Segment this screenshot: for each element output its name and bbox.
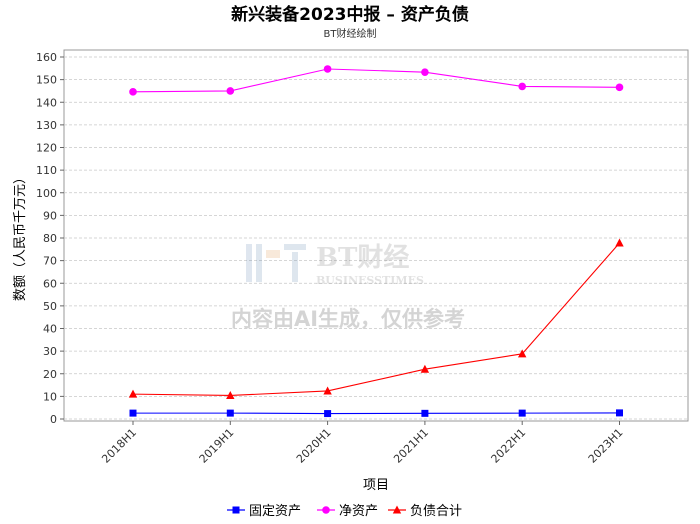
y-tick-label: 0	[50, 413, 57, 426]
watermark-logo-bar-2	[256, 244, 262, 282]
watermark-logo-bar-5	[292, 252, 298, 282]
x-tick-label: 2018H1	[99, 426, 139, 466]
series-line	[132, 242, 620, 397]
legend: 固定资产 净资产 负债合计	[227, 504, 462, 519]
watermark: BT财经 BUSINESSTIMES	[246, 242, 424, 287]
data-point	[129, 409, 137, 417]
data-point	[518, 349, 527, 358]
series-0	[129, 409, 623, 418]
legend-item-1: 净资产	[317, 504, 378, 519]
data-point	[518, 409, 526, 417]
series-line	[132, 68, 620, 93]
legend-item-0: 固定资产	[227, 504, 301, 519]
data-point	[323, 65, 332, 73]
y-tick-label: 110	[36, 164, 57, 177]
data-point	[615, 83, 624, 92]
data-point	[421, 409, 429, 417]
data-point	[420, 364, 430, 373]
y-tick-label: 90	[43, 209, 57, 222]
data-point	[226, 390, 235, 399]
y-tick-label: 150	[36, 74, 57, 87]
legend-label: 净资产	[339, 504, 378, 519]
watermark-logo-bar-3	[266, 250, 280, 258]
y-tick-label: 120	[36, 142, 57, 155]
data-point	[128, 389, 138, 398]
watermark-logo-bar-4	[284, 244, 306, 250]
data-point	[615, 238, 624, 247]
legend-marker	[322, 506, 330, 514]
legend-label: 负债合计	[410, 504, 462, 519]
plot-area	[63, 49, 689, 422]
watermark-logo-bar-1	[246, 244, 252, 282]
legend-item-2: 负债合计	[388, 504, 462, 519]
y-axis-label: 数额（人民币千万元）	[13, 171, 28, 301]
watermark-brand: BT财经	[316, 242, 409, 273]
legend-marker	[392, 505, 402, 514]
series	[128, 65, 624, 418]
data-point	[226, 87, 235, 95]
x-axis: 2018H1 2019H1 2020H1 2021H1 2022H1 2023H1	[99, 421, 626, 466]
data-point	[323, 386, 332, 395]
chart-title: 新兴装备2023中报 – 资产负债	[231, 4, 469, 25]
y-tick-label: 140	[36, 96, 57, 109]
legend-label: 固定资产	[249, 504, 301, 519]
x-axis-label: 项目	[363, 478, 389, 493]
watermark-brand-en: BUSINESSTIMES	[316, 274, 424, 287]
y-tick-label: 60	[43, 277, 57, 290]
x-tick-label: 2020H1	[294, 426, 334, 466]
y-axis: 0 10 20 30 40 50 60 70 80 90 100 110 120 130 140 150 160	[36, 51, 64, 426]
data-point	[129, 88, 137, 96]
data-point	[616, 409, 623, 417]
x-tick-label: 2023H1	[586, 426, 626, 466]
x-tick-label: 2019H1	[197, 426, 237, 466]
y-tick-label: 20	[43, 368, 57, 381]
x-tick-label: 2022H1	[489, 426, 529, 466]
y-tick-label: 130	[36, 119, 57, 132]
y-tick-label: 100	[36, 187, 57, 200]
y-tick-label: 80	[43, 232, 57, 245]
y-tick-label: 70	[43, 255, 57, 268]
y-tick-label: 160	[36, 51, 57, 64]
series-1	[129, 65, 624, 96]
series-line	[133, 412, 620, 415]
y-tick-label: 30	[43, 345, 57, 358]
y-tick-label: 50	[43, 300, 57, 313]
watermark-notice: 内容由AI生成，仅供参考	[231, 307, 465, 331]
series-2	[128, 238, 624, 399]
y-tick-label: 40	[43, 323, 57, 336]
y-tick-label: 10	[43, 390, 57, 403]
chart-subtitle: BT财经绘制	[324, 27, 377, 40]
x-tick-label: 2021H1	[391, 426, 431, 466]
legend-marker	[232, 506, 240, 514]
data-point	[226, 409, 234, 417]
data-point	[324, 410, 332, 418]
data-point	[518, 82, 526, 91]
data-point	[421, 68, 429, 76]
